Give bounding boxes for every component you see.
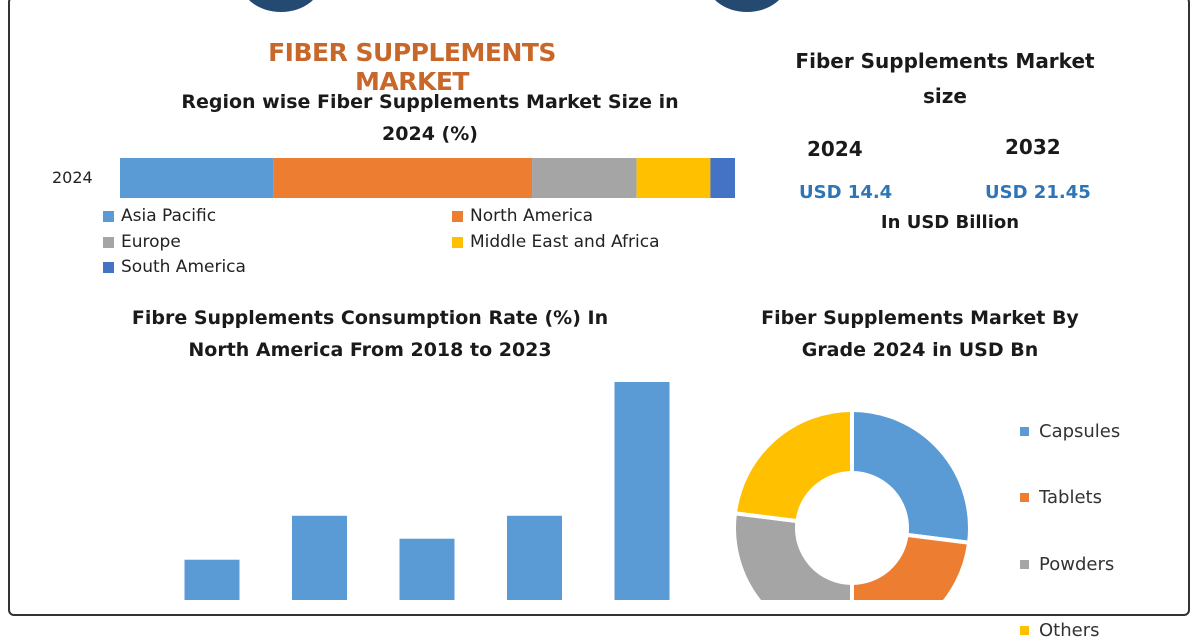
legend-label: Middle East and Africa (470, 232, 660, 252)
market-size-year-2032: 2032 (1005, 135, 1061, 159)
legend-swatch (103, 261, 114, 273)
consumption-bar-2021 (399, 538, 455, 600)
market-size-title: Fiber Supplements Market size (795, 49, 1095, 108)
donut-slice-others (732, 407, 854, 524)
legend-label: Others (1039, 620, 1100, 641)
legend-swatch (1020, 493, 1029, 502)
market-size-value-2032: USD 21.45 (985, 182, 1091, 203)
legend-item-north-america: North America (452, 206, 593, 226)
legend-swatch (103, 210, 114, 222)
legend-label: South America (121, 257, 246, 277)
legend-swatch (103, 236, 114, 248)
consumption-bar-2022 (507, 515, 562, 600)
market-size-unit: In USD Billion (880, 212, 1020, 233)
legend-swatch (1020, 626, 1029, 635)
donut-legend-item-powders: Powders (1020, 554, 1114, 575)
region-segment-middle-east-and-africa (636, 158, 711, 198)
legend-label: Asia Pacific (121, 206, 217, 226)
grade-chart-title: Fiber Supplements Market By Grade 2024 i… (761, 307, 1079, 361)
legend-item-europe: Europe (103, 232, 181, 252)
market-size-value-2024: USD 14.4 (799, 182, 893, 203)
market-size-year-2024: 2024 (807, 137, 863, 161)
region-chart-title: Region wise Fiber Supplements Market Siz… (181, 91, 679, 145)
donut-legend-item-tablets: Tablets (1020, 487, 1102, 508)
legend-swatch (1020, 560, 1029, 569)
region-segment-europe (532, 158, 637, 198)
donut-legend-item-others: Others (1020, 620, 1100, 641)
donut-slice-capsules (850, 407, 972, 546)
legend-label: Capsules (1039, 421, 1121, 442)
consumption-chart-title: Fibre Supplements Consumption Rate (%) I… (131, 307, 609, 361)
consumption-bar-chart (184, 382, 670, 600)
legend-label: North America (470, 206, 594, 226)
region-bar-category-label: 2024 (52, 168, 93, 187)
legend-label: Europe (121, 232, 181, 252)
consumption-bar-2023 (614, 382, 670, 600)
donut-legend-item-capsules: Capsules (1020, 421, 1120, 442)
region-segment-north-america (273, 158, 533, 198)
main-title: FIBER SUPPLEMENTS MARKET (268, 38, 556, 96)
consumption-bar-2019 (184, 559, 240, 600)
donut-slice-powders (732, 510, 854, 600)
region-segment-asia-pacific (120, 158, 274, 198)
donut-slice-tablets (850, 532, 972, 600)
region-segment-south-america (710, 158, 735, 198)
legend-swatch (452, 236, 463, 248)
legend-label: Tablets (1039, 487, 1102, 508)
legend-item-middle-east-and-africa: Middle East and Africa (452, 232, 660, 252)
region-stacked-bar (120, 158, 735, 198)
legend-item-south-america: South America (103, 257, 246, 277)
legend-swatch (452, 210, 463, 222)
legend-label: Powders (1039, 554, 1115, 575)
grade-donut-chart (732, 407, 972, 600)
consumption-bar-2020 (292, 515, 347, 600)
legend-swatch (1020, 427, 1029, 436)
legend-item-asia-pacific: Asia Pacific (103, 206, 216, 226)
